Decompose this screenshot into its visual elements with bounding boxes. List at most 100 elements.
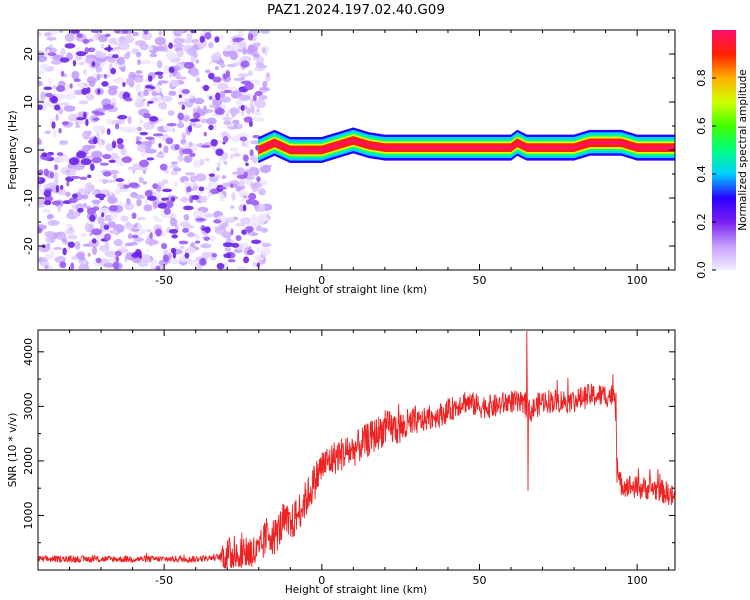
noise-blob-strong	[210, 139, 218, 147]
noise-blob	[214, 175, 221, 179]
noise-blob	[65, 169, 71, 174]
noise-blob	[260, 247, 271, 257]
noise-blob	[87, 144, 96, 150]
noise-blob	[173, 182, 179, 187]
noise-blob	[99, 244, 110, 252]
chart-title: PAZ1.2024.197.02.40.G09	[267, 2, 445, 18]
noise-blob-strong	[201, 227, 208, 231]
noise-blob	[106, 192, 111, 198]
noise-blob-strong	[204, 32, 212, 40]
noise-blob	[138, 176, 144, 184]
noise-blob	[221, 231, 233, 239]
noise-blob	[230, 153, 234, 160]
noise-blob	[161, 178, 169, 185]
noise-blob	[155, 218, 164, 223]
noise-blob-strong	[75, 51, 87, 57]
noise-blob	[253, 67, 266, 72]
noise-blob	[265, 211, 272, 216]
noise-blob-strong	[178, 240, 189, 245]
noise-blob	[75, 82, 84, 88]
noise-blob-strong	[79, 176, 88, 181]
noise-blob	[259, 161, 264, 168]
noise-blob-strong	[81, 87, 89, 95]
noise-blob	[53, 171, 59, 180]
noise-blob-strong	[43, 190, 52, 198]
noise-blob	[171, 80, 179, 87]
noise-blob	[236, 265, 248, 270]
noise-blob	[113, 229, 118, 236]
noise-blob	[105, 143, 114, 152]
noise-blob-strong	[171, 234, 178, 239]
noise-blob	[61, 156, 70, 162]
noise-blob-strong	[75, 117, 85, 121]
noise-blob-strong	[174, 144, 180, 151]
noise-blob	[78, 61, 85, 66]
noise-blob-strong	[235, 235, 242, 241]
noise-blob	[90, 150, 103, 159]
noise-blob	[169, 217, 178, 227]
noise-blob	[207, 181, 219, 190]
noise-blob	[163, 249, 168, 255]
spectrogram-y-tick-label: -10	[22, 189, 35, 207]
noise-blob-strong	[202, 84, 210, 92]
noise-blob-strong	[121, 156, 133, 163]
noise-blob	[74, 241, 81, 250]
noise-blob-strong	[247, 33, 254, 41]
noise-blob-strong	[177, 112, 184, 121]
noise-blob-strong	[66, 181, 70, 187]
noise-blob	[145, 238, 157, 246]
noise-blob	[148, 46, 153, 51]
spectrogram-y-ticks: -20 -10 0 10 20	[22, 29, 675, 271]
noise-blob-strong	[139, 131, 149, 136]
noise-blob	[221, 175, 227, 179]
noise-blob	[133, 194, 145, 200]
noise-blob-strong	[156, 265, 161, 270]
snr-panel: -50 0 50 100 1000 2000 3000 4000 Height of str…	[7, 329, 676, 596]
noise-blob	[80, 232, 87, 238]
noise-blob-strong	[59, 261, 67, 269]
noise-blob	[137, 223, 142, 230]
noise-blob-strong	[97, 88, 101, 95]
noise-blob	[184, 98, 190, 103]
noise-blob	[178, 147, 185, 156]
noise-blob-strong	[203, 131, 207, 137]
noise-blob	[179, 221, 191, 228]
noise-blob	[180, 138, 187, 145]
noise-blob-strong	[61, 121, 69, 126]
noise-blob-strong	[241, 229, 247, 235]
noise-blob	[178, 118, 183, 127]
noise-blob	[130, 228, 140, 232]
noise-blob	[126, 197, 131, 205]
noise-blob-strong	[103, 73, 108, 79]
noise-blob	[38, 31, 42, 37]
noise-blob	[220, 63, 226, 68]
noise-blob	[256, 108, 260, 113]
noise-blob	[246, 107, 252, 114]
spectrogram-y-tick-label: 0	[22, 147, 35, 154]
noise-blob	[183, 38, 194, 44]
noise-blob-strong	[56, 152, 64, 156]
noise-blob	[78, 263, 90, 270]
noise-blob	[192, 210, 205, 219]
noise-blob-strong	[254, 91, 263, 96]
noise-blob	[46, 213, 54, 220]
noise-blob	[64, 92, 77, 100]
noise-blob	[188, 141, 193, 147]
noise-blob	[254, 157, 258, 164]
noise-blob-strong	[121, 30, 129, 34]
noise-blob	[135, 95, 141, 104]
noise-blob	[44, 230, 55, 238]
noise-blob	[188, 259, 198, 267]
noise-blob-strong	[243, 256, 250, 264]
noise-blob-strong	[200, 144, 211, 148]
noise-blob-strong	[146, 157, 155, 161]
noise-blob-strong	[203, 236, 210, 241]
noise-blob	[225, 217, 236, 223]
noise-blob	[177, 49, 184, 58]
noise-blob-strong	[50, 96, 59, 104]
noise-blob-strong	[114, 30, 121, 34]
noise-blob	[183, 214, 190, 221]
noise-blob	[182, 114, 191, 122]
noise-blob-strong	[51, 121, 56, 129]
noise-blob-strong	[223, 73, 228, 80]
